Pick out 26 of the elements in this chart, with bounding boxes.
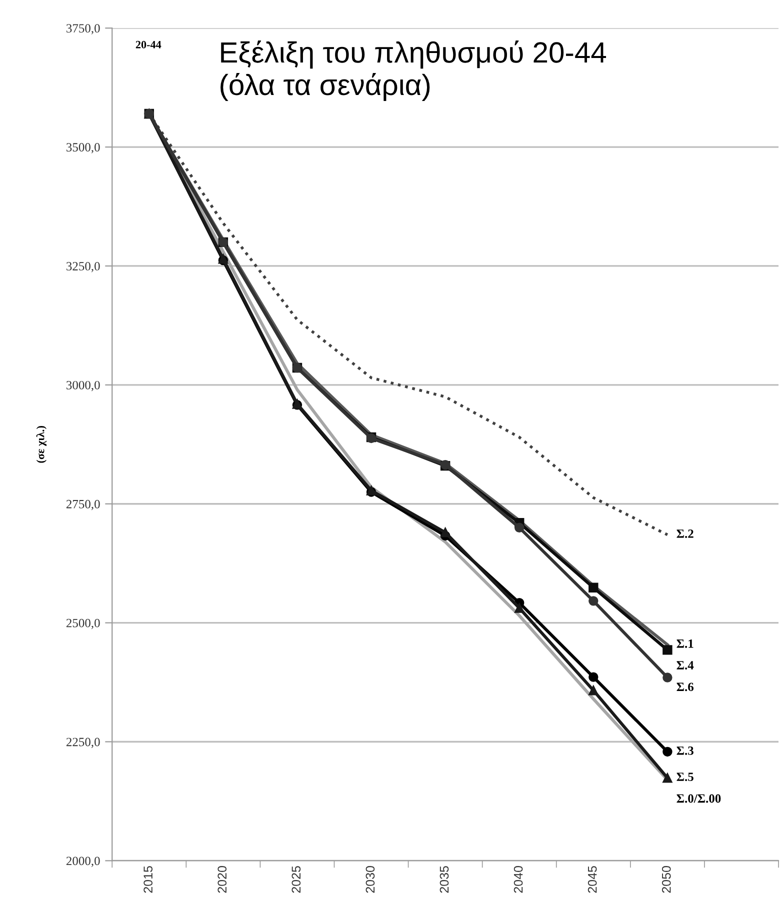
y-tick-label: 2750,0: [66, 500, 100, 510]
y-tick-label: 3250,0: [66, 262, 100, 272]
text: Εξέλιξη του πληθυσμού 20-44 (όλα τα σενάρια): [220, 40, 606, 102]
series-label: Σ.5: [676, 772, 694, 782]
y-tick-label: 3000,0: [66, 380, 100, 392]
series-label: Σ.2: [676, 530, 694, 538]
x-tick-label: 2045: [588, 866, 597, 893]
annotation: 20-44: [136, 40, 162, 48]
x-tick-label: 2040: [514, 866, 523, 893]
x-tick-label: 2035: [440, 866, 449, 893]
x-tick-label: 2025: [292, 866, 301, 893]
x-tick-label: 2020: [218, 866, 227, 893]
series-label: Σ.4: [676, 661, 694, 670]
series-label: Σ.1: [676, 639, 694, 648]
y-tick-label: 2000,0: [66, 856, 100, 867]
x-tick-label: 2015: [144, 866, 152, 893]
series-label: Σ.3: [676, 746, 694, 755]
y-tick-label: 3750,0: [66, 24, 100, 34]
y-axis-title: (σε χιλ.): [36, 426, 46, 463]
series-label: Σ.6: [676, 682, 694, 692]
y-tick-label: 2500,0: [66, 618, 100, 630]
series-label: Σ.0/Σ.00: [676, 794, 721, 803]
x-tick-label: 2030: [366, 866, 375, 893]
x-tick-label: 2050: [662, 866, 671, 893]
y-tick-label: 3500,0: [66, 143, 100, 154]
y-tick-label: 2250,0: [66, 738, 100, 748]
